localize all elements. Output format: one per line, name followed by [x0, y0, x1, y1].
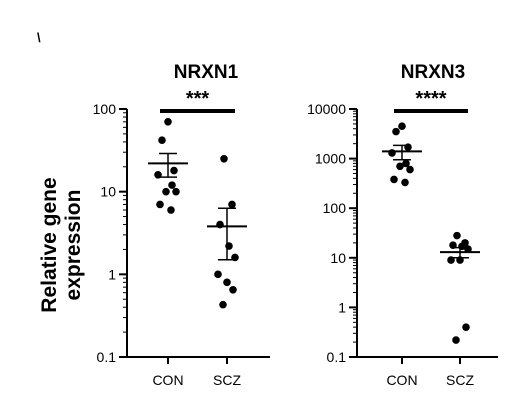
data-point	[223, 278, 231, 287]
panels: NRXN1 *** 0.1 1 10 100 CON SCZ NRXN3 **** 0.1 1 10 10…	[93, 62, 498, 388]
data-point	[229, 285, 237, 294]
data-point	[168, 181, 176, 189]
y-axis-label-line1: Relative gene	[38, 177, 61, 312]
data-point	[402, 159, 410, 168]
y-axis-label-line2: expression	[62, 190, 85, 301]
chart-title: NRXN1	[174, 62, 239, 83]
data-point	[220, 154, 228, 163]
data-point	[392, 127, 400, 136]
data-point	[219, 300, 227, 309]
data-point	[388, 149, 396, 157]
x-category-label: CON	[152, 372, 183, 388]
data-point	[228, 200, 236, 209]
y-tick-label: 1	[338, 299, 346, 315]
y-tick-label: 1	[108, 266, 116, 282]
data-point	[406, 165, 414, 174]
data-point	[164, 118, 172, 126]
panel-corner-mark: \	[37, 30, 41, 45]
data-point	[172, 187, 180, 196]
data-point	[398, 122, 406, 131]
data-point	[452, 336, 460, 344]
panel-nrxn1: NRXN1 *** 0.1 1 10 100 CON SCZ	[93, 62, 270, 388]
data-point	[396, 162, 404, 171]
data-point	[401, 178, 409, 187]
y-tick-label: 100	[93, 101, 117, 117]
data-point	[390, 175, 398, 184]
x-category-label: SCZ	[213, 372, 241, 388]
y-tick-label: 10	[330, 250, 346, 266]
significance-label: ***	[186, 88, 210, 110]
y-tick-label: 0.1	[97, 349, 117, 365]
chart-title: NRXN3	[401, 62, 465, 83]
data-point	[158, 136, 166, 144]
y-axis-label: Relative gene expression	[38, 177, 85, 312]
data-point	[214, 270, 222, 279]
y-tick-label: 10	[100, 184, 116, 200]
data-point	[162, 187, 170, 196]
x-category-label: SCZ	[446, 372, 474, 388]
y-tick-label: 10000	[307, 101, 346, 117]
y-tick-label: 0.1	[327, 349, 347, 365]
x-category-label: CON	[386, 372, 417, 388]
data-point	[404, 143, 412, 151]
data-point	[156, 200, 164, 209]
panel-nrxn3: NRXN3 **** 0.1 1 10 100 1000 10000 CON SCZ	[307, 62, 498, 388]
significance-label: ****	[415, 88, 446, 110]
data-point	[170, 166, 178, 175]
data-point	[453, 231, 461, 240]
data-point	[462, 323, 470, 331]
y-tick-label: 1000	[315, 151, 346, 167]
y-tick-label: 100	[323, 200, 347, 216]
data-point	[167, 206, 175, 214]
